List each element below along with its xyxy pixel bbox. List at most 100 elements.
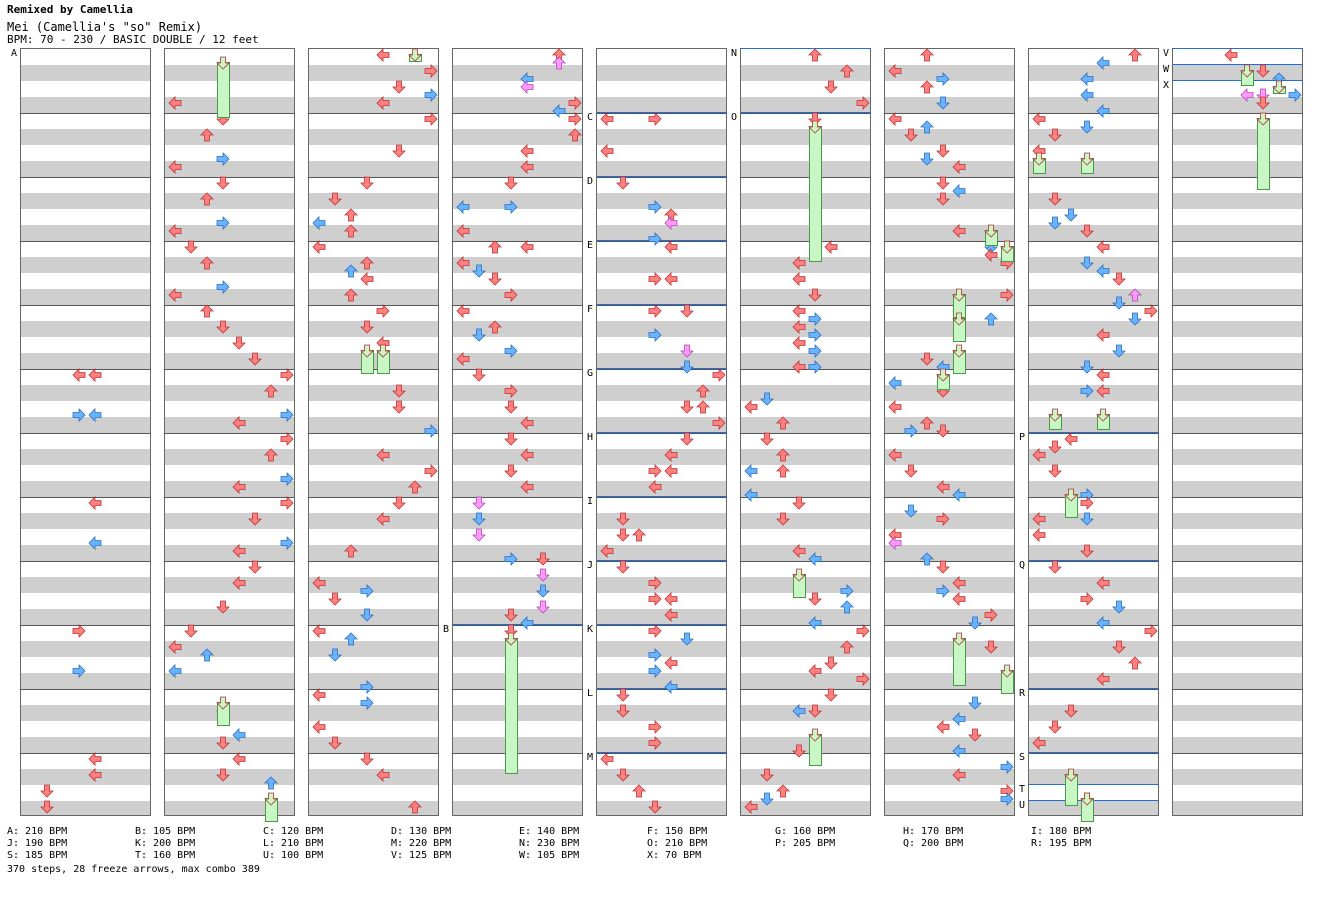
pink-up-arrow-icon — [1128, 288, 1142, 302]
measure-line — [597, 369, 726, 370]
freeze-down-arrow-icon — [1080, 792, 1094, 806]
red-left-arrow-icon — [88, 368, 102, 382]
bpm-change-line — [1028, 688, 1159, 689]
measure-line — [21, 305, 150, 306]
red-right-arrow-icon — [936, 512, 950, 526]
bpm-legend-entry: H: 170 BPM — [903, 826, 964, 837]
section-label-c: C — [587, 112, 594, 123]
red-left-arrow-icon — [984, 248, 998, 262]
blue-down-arrow-icon — [360, 608, 374, 622]
red-up-arrow-icon — [200, 128, 214, 142]
blue-down-arrow-icon — [1112, 296, 1126, 310]
red-left-arrow-icon — [456, 352, 470, 366]
red-up-arrow-icon — [1128, 656, 1142, 670]
chart-column — [20, 48, 151, 816]
pink-down-arrow-icon — [680, 344, 694, 358]
red-down-arrow-icon — [504, 464, 518, 478]
section-label-i: I — [587, 496, 594, 507]
section-label-l: L — [587, 688, 594, 699]
red-down-arrow-icon — [360, 752, 374, 766]
blue-right-arrow-icon — [1000, 792, 1014, 806]
measure-line — [309, 177, 438, 178]
red-left-arrow-icon — [1096, 328, 1110, 342]
pink-down-arrow-icon — [472, 496, 486, 510]
bpm-legend-entry: T: 160 BPM — [135, 850, 196, 861]
red-up-arrow-icon — [488, 240, 502, 254]
red-left-arrow-icon — [376, 512, 390, 526]
bpm-change-line — [1028, 560, 1159, 561]
blue-down-arrow-icon — [472, 328, 486, 342]
measure-line — [453, 305, 582, 306]
measure-line — [21, 241, 150, 242]
blue-right-arrow-icon — [504, 344, 518, 358]
red-right-arrow-icon — [648, 304, 662, 318]
blue-right-arrow-icon — [648, 200, 662, 214]
red-left-arrow-icon — [376, 768, 390, 782]
measure-line — [741, 753, 870, 754]
red-left-arrow-icon — [1032, 448, 1046, 462]
blue-right-arrow-icon — [504, 200, 518, 214]
bpm-legend-entry: C: 120 BPM — [263, 826, 324, 837]
red-up-arrow-icon — [344, 224, 358, 238]
red-down-arrow-icon — [488, 272, 502, 286]
red-left-arrow-icon — [376, 48, 390, 62]
blue-right-arrow-icon — [72, 664, 86, 678]
freeze-down-arrow-icon — [808, 728, 822, 742]
chart-stats: 370 steps, 28 freeze arrows, max combo 3… — [7, 864, 260, 875]
red-left-arrow-icon — [1064, 432, 1078, 446]
red-down-arrow-icon — [1048, 464, 1062, 478]
red-down-arrow-icon — [248, 512, 262, 526]
red-left-arrow-icon — [232, 752, 246, 766]
chart-info: BPM: 70 - 230 / BASIC DOUBLE / 12 feet — [7, 33, 259, 46]
measure-line — [1029, 497, 1158, 498]
red-down-arrow-icon — [184, 240, 198, 254]
red-down-arrow-icon — [968, 728, 982, 742]
red-right-arrow-icon — [1000, 288, 1014, 302]
chart-column — [1172, 48, 1303, 816]
red-right-arrow-icon — [648, 720, 662, 734]
measure-line — [741, 433, 870, 434]
red-left-arrow-icon — [168, 224, 182, 238]
red-down-arrow-icon — [616, 704, 630, 718]
red-right-arrow-icon — [280, 368, 294, 382]
measure-line — [741, 113, 870, 114]
blue-left-arrow-icon — [456, 200, 470, 214]
blue-down-arrow-icon — [680, 632, 694, 646]
measure-line — [165, 497, 294, 498]
measure-line — [453, 497, 582, 498]
freeze-down-arrow-icon — [1064, 768, 1078, 782]
blue-down-arrow-icon — [536, 584, 550, 598]
red-left-arrow-icon — [360, 272, 374, 286]
blue-down-arrow-icon — [1080, 256, 1094, 270]
measure-line — [453, 561, 582, 562]
bpm-legend-entry: P: 205 BPM — [775, 838, 836, 849]
red-up-arrow-icon — [200, 192, 214, 206]
measure-line — [165, 241, 294, 242]
pink-down-arrow-icon — [536, 568, 550, 582]
red-right-arrow-icon — [856, 96, 870, 110]
section-label-p: P — [1019, 432, 1026, 443]
measure-line — [21, 561, 150, 562]
red-down-arrow-icon — [904, 128, 918, 142]
red-right-arrow-icon — [648, 464, 662, 478]
blue-right-arrow-icon — [936, 584, 950, 598]
measure-line — [597, 305, 726, 306]
freeze-down-arrow-icon — [504, 632, 518, 646]
red-up-arrow-icon — [408, 480, 422, 494]
red-down-arrow-icon — [808, 704, 822, 718]
red-left-arrow-icon — [792, 256, 806, 270]
pink-left-arrow-icon — [664, 216, 678, 230]
blue-right-arrow-icon — [808, 344, 822, 358]
bpm-legend-entry: Q: 200 BPM — [903, 838, 964, 849]
blue-left-arrow-icon — [952, 488, 966, 502]
red-down-arrow-icon — [808, 112, 822, 126]
red-down-arrow-icon — [792, 496, 806, 510]
measure-line — [741, 561, 870, 562]
red-right-arrow-icon — [648, 592, 662, 606]
freeze-down-arrow-icon — [984, 224, 998, 238]
red-down-arrow-icon — [232, 336, 246, 350]
red-down-arrow-icon — [936, 176, 950, 190]
blue-left-arrow-icon — [520, 616, 534, 630]
measure-line — [165, 689, 294, 690]
credit-line: Remixed by Camellia — [7, 3, 133, 16]
